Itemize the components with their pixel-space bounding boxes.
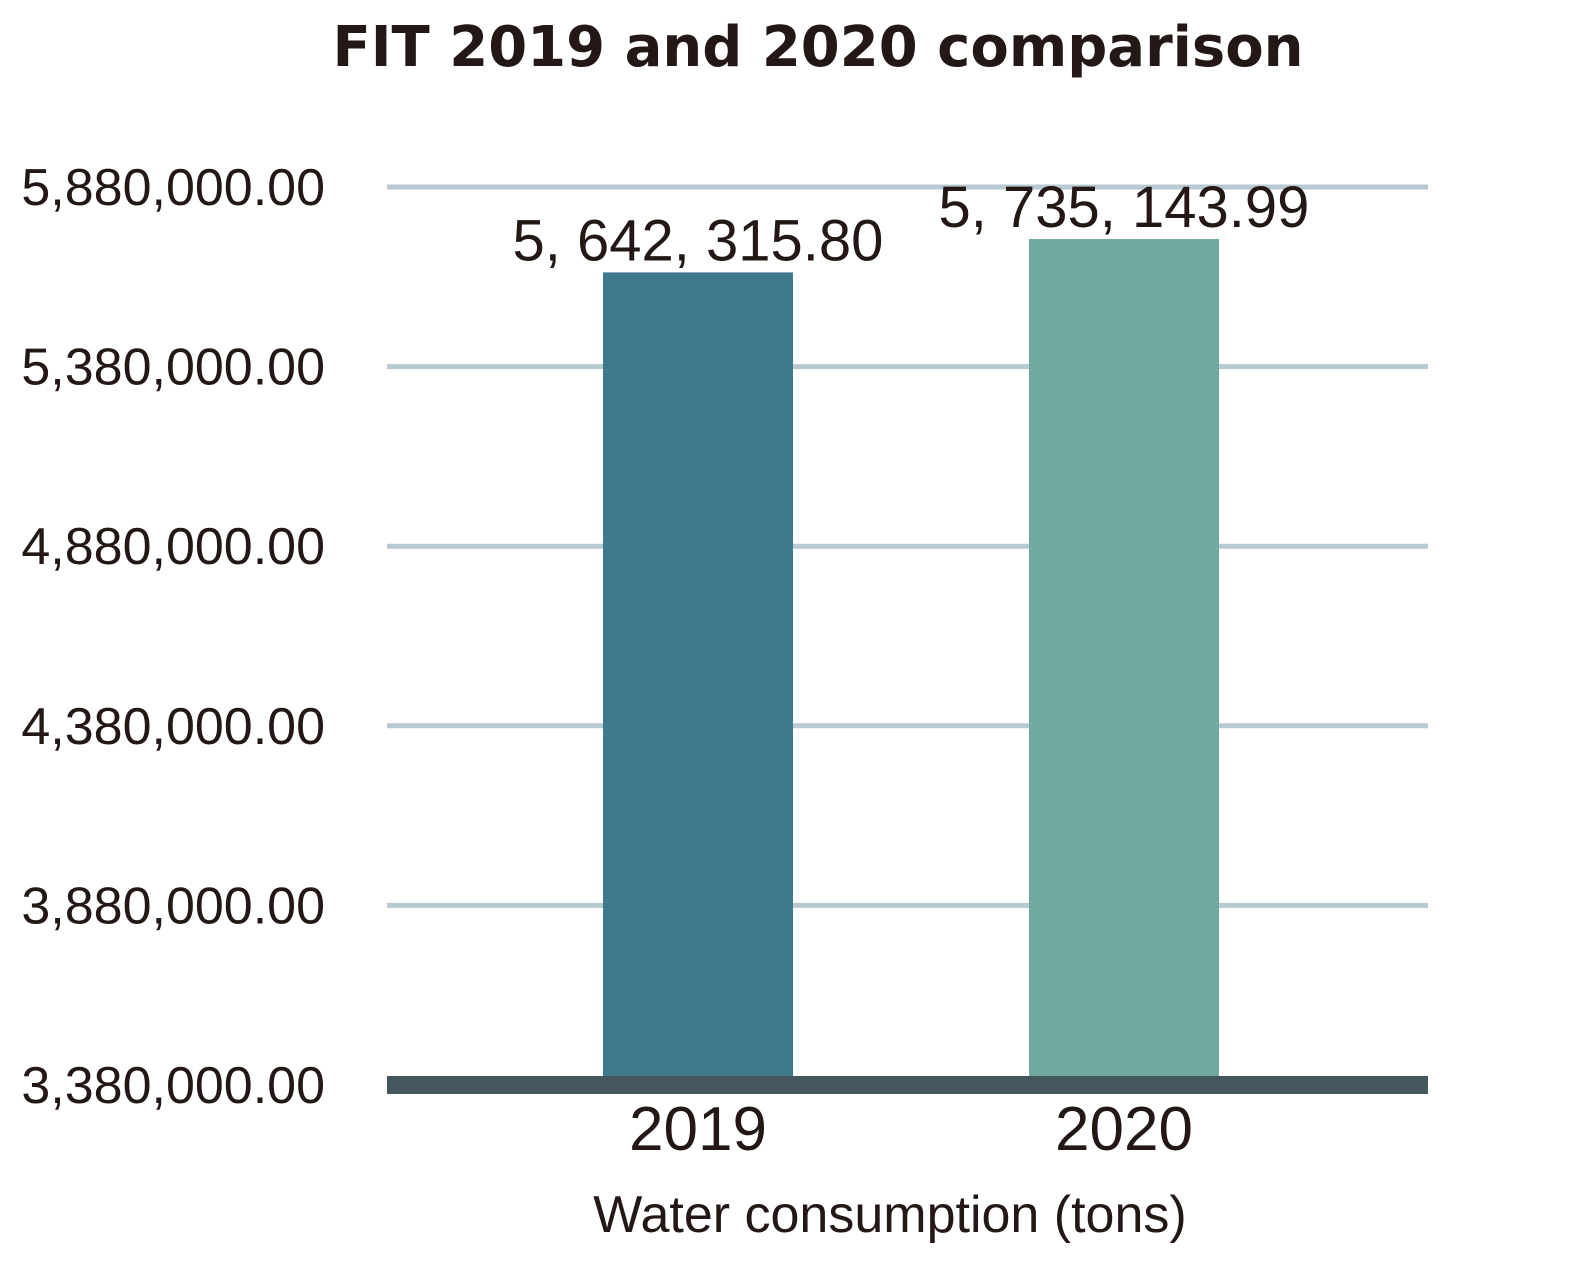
x-axis-baseline — [387, 1076, 1428, 1094]
y-tick-label: 3,380,000.00 — [21, 1057, 325, 1115]
x-tick-label: 2020 — [1055, 1095, 1193, 1164]
bar-value-labels: 5, 642, 315.80 5, 735, 143.99 — [513, 175, 1310, 273]
y-tick-label: 5,880,000.00 — [21, 159, 325, 217]
y-axis-tick-labels: 3,380,000.00 3,880,000.00 4,380,000.00 4,88… — [21, 159, 325, 1115]
x-axis-line — [387, 1076, 1428, 1094]
y-tick-label: 5,380,000.00 — [21, 339, 325, 397]
y-tick-label: 3,880,000.00 — [21, 877, 325, 935]
x-axis-category-labels: 2019 2020 — [629, 1095, 1193, 1164]
x-tick-label: 2019 — [629, 1095, 767, 1164]
bar-value-label: 5, 735, 143.99 — [939, 175, 1310, 240]
chart-title: FIT 2019 and 2020 comparison — [332, 15, 1303, 80]
gridlines — [387, 184, 1428, 908]
bar-value-label: 5, 642, 315.80 — [513, 208, 884, 273]
y-tick-label: 4,880,000.00 — [21, 518, 325, 576]
bar-2020 — [1029, 239, 1219, 1085]
bars — [603, 239, 1219, 1085]
bar-2019 — [603, 272, 793, 1085]
x-axis-label: Water consumption (tons) — [593, 1186, 1186, 1244]
y-tick-label: 4,380,000.00 — [21, 698, 325, 756]
